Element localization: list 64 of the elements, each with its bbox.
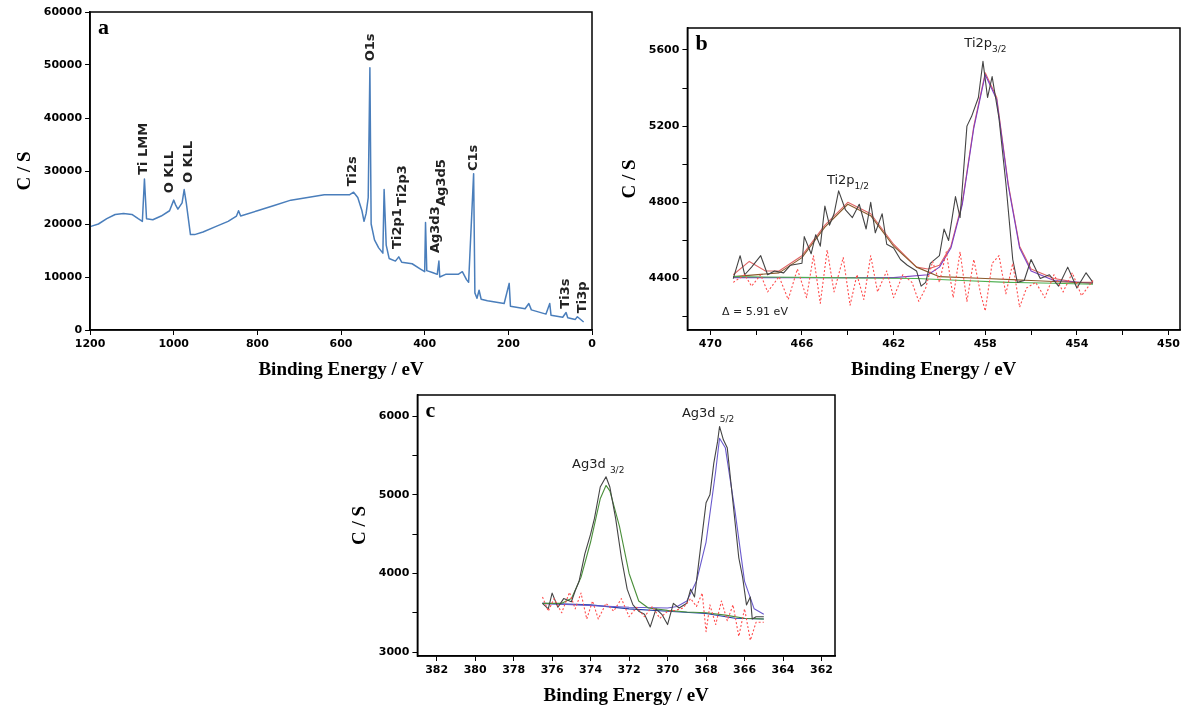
- chart-title: a: [98, 13, 110, 39]
- chart-title: b: [695, 29, 708, 55]
- x-axis-title: Binding Energy / eV: [543, 683, 710, 705]
- x-tick-label: 462: [882, 337, 906, 351]
- x-tick-label: 376: [540, 663, 564, 677]
- y-tick-label: 40000: [43, 110, 83, 124]
- x-tick-label: 450: [1157, 337, 1181, 351]
- x-tick-label: 362: [810, 663, 834, 677]
- y-tick-label: 50000: [43, 57, 83, 71]
- line-series: [541, 591, 765, 641]
- x-tick-label: 400: [413, 337, 437, 351]
- y-tick-label: 5000: [378, 487, 410, 501]
- annotation: Ti LMM: [135, 122, 151, 175]
- y-axis-title: C / S: [13, 151, 35, 191]
- x-tick-label: 0: [588, 337, 597, 351]
- x-tick-label: 458: [973, 337, 997, 351]
- x-tick-label: 364: [771, 663, 795, 677]
- x-tick-label: 380: [463, 663, 487, 677]
- x-tick-label: 374: [579, 663, 603, 677]
- x-axis-title: Binding Energy / eV: [851, 357, 1017, 379]
- annotation: Ag3d3: [427, 206, 443, 254]
- x-tick-label: 800: [245, 337, 270, 351]
- x-tick-label: 370: [656, 663, 680, 677]
- annotation: Ti3s: [557, 278, 573, 309]
- y-tick-label: 0: [74, 322, 83, 336]
- x-tick-label: 372: [617, 663, 641, 677]
- annotation: Ag3d 3/2: [572, 456, 625, 475]
- y-tick-label: 5600: [648, 42, 680, 56]
- annotation: O1s: [362, 33, 378, 62]
- annotation: Ag3d 5/2: [681, 404, 735, 424]
- annotation: Δ = 5.91 eV: [721, 305, 789, 319]
- annotation: Ag3d5: [433, 159, 449, 206]
- annotation: O KLL: [161, 151, 177, 194]
- x-tick-label: 470: [698, 337, 723, 351]
- annotation: Ti3p: [573, 281, 589, 314]
- y-tick-label: 4800: [648, 195, 680, 209]
- annotation: Ti2s: [343, 155, 359, 187]
- y-tick-label: 5200: [648, 118, 680, 132]
- y-axis-title: C / S: [348, 505, 370, 546]
- x-tick-label: 600: [329, 337, 353, 351]
- x-tick-label: 454: [1065, 337, 1089, 351]
- x-axis-title: Binding Energy / eV: [258, 357, 424, 379]
- x-tick-label: 368: [694, 663, 718, 677]
- x-tick-label: 378: [502, 663, 526, 677]
- annotation: O KLL: [179, 140, 195, 184]
- y-axis-title: C / S: [618, 159, 640, 199]
- x-tick-label: 1200: [74, 337, 106, 351]
- y-tick-label: 6000: [378, 409, 410, 423]
- y-tick-label: 10000: [43, 269, 83, 283]
- x-tick-label: 366: [733, 663, 757, 677]
- x-tick-label: 466: [790, 337, 814, 351]
- y-tick-label: 60000: [43, 4, 83, 18]
- x-tick-label: 382: [425, 663, 449, 677]
- annotation: C1s: [465, 144, 481, 171]
- annotation: Ti2p1: [388, 208, 404, 249]
- x-tick-label: 200: [496, 337, 521, 351]
- x-tick-label: 1000: [158, 337, 190, 351]
- y-tick-label: 4000: [378, 566, 410, 580]
- chart-title: c: [425, 396, 436, 422]
- annotation: Ti2p3: [393, 165, 409, 206]
- y-tick-label: 30000: [43, 163, 83, 177]
- y-tick-label: 3000: [378, 644, 410, 658]
- y-tick-label: 20000: [43, 216, 83, 230]
- y-tick-label: 4400: [648, 271, 680, 285]
